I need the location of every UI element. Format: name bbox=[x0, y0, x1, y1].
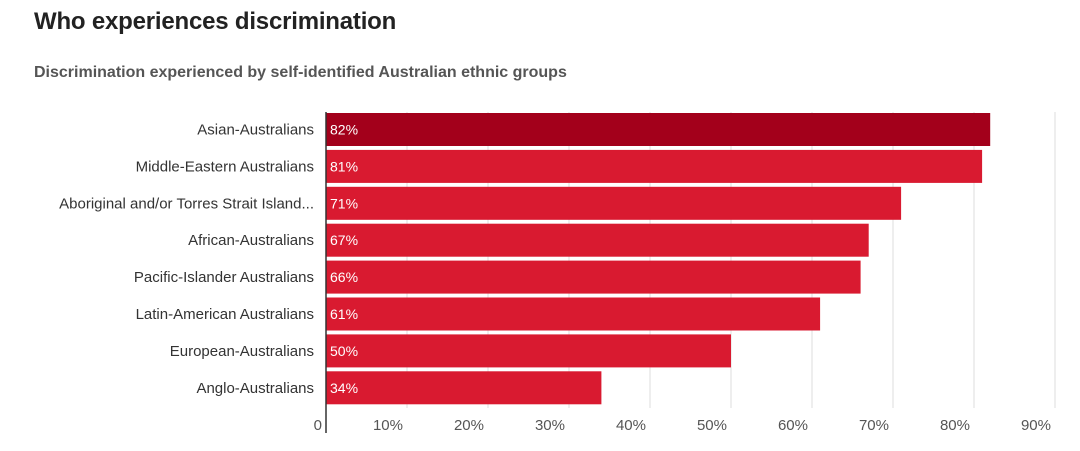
category-label: Anglo-Australians bbox=[196, 380, 314, 397]
bar bbox=[326, 260, 861, 294]
x-tick-label: 80% bbox=[940, 417, 970, 434]
bar bbox=[326, 223, 869, 257]
bar bbox=[326, 297, 821, 331]
x-tick-label: 30% bbox=[535, 417, 565, 434]
axes: 0 10% 20% 30% 40% 50% 60% 70% 80% 90% bbox=[314, 112, 1051, 434]
x-tick-label: 40% bbox=[616, 417, 646, 434]
data-label: 82% bbox=[330, 122, 358, 138]
chart-title: Who experiences discrimination bbox=[34, 8, 397, 35]
x-tick-label: 0 bbox=[314, 417, 322, 434]
data-label: 71% bbox=[330, 195, 358, 211]
bar bbox=[326, 186, 902, 220]
bar bbox=[326, 149, 983, 183]
category-label: Pacific-Islander Australians bbox=[134, 269, 314, 286]
x-tick-label: 50% bbox=[697, 417, 727, 434]
labels: Asian-Australians 82% Middle-Eastern Austr… bbox=[59, 122, 358, 397]
category-label: Latin-American Australians bbox=[136, 306, 314, 323]
category-label: European-Australians bbox=[170, 343, 314, 360]
x-tick-label: 70% bbox=[859, 417, 889, 434]
x-tick-label: 20% bbox=[454, 417, 484, 434]
data-label: 66% bbox=[330, 269, 358, 285]
data-label: 34% bbox=[330, 380, 358, 396]
category-label: Asian-Australians bbox=[197, 122, 314, 139]
x-tick-label: 60% bbox=[778, 417, 808, 434]
data-label: 61% bbox=[330, 306, 358, 322]
data-label: 67% bbox=[330, 232, 358, 248]
category-label: Aboriginal and/or Torres Strait Island..… bbox=[59, 195, 314, 212]
x-tick-label: 90% bbox=[1021, 417, 1051, 434]
data-label: 50% bbox=[330, 343, 358, 359]
bars bbox=[326, 113, 991, 405]
bar bbox=[326, 334, 731, 368]
bar bbox=[326, 371, 602, 405]
category-label: African-Australians bbox=[188, 232, 314, 249]
bar bbox=[326, 113, 991, 146]
chart-subtitle: Discrimination experienced by self-ident… bbox=[34, 64, 567, 81]
x-tick-label: 10% bbox=[373, 417, 403, 434]
category-label: Middle-Eastern Australians bbox=[136, 158, 314, 175]
data-label: 81% bbox=[330, 158, 358, 174]
